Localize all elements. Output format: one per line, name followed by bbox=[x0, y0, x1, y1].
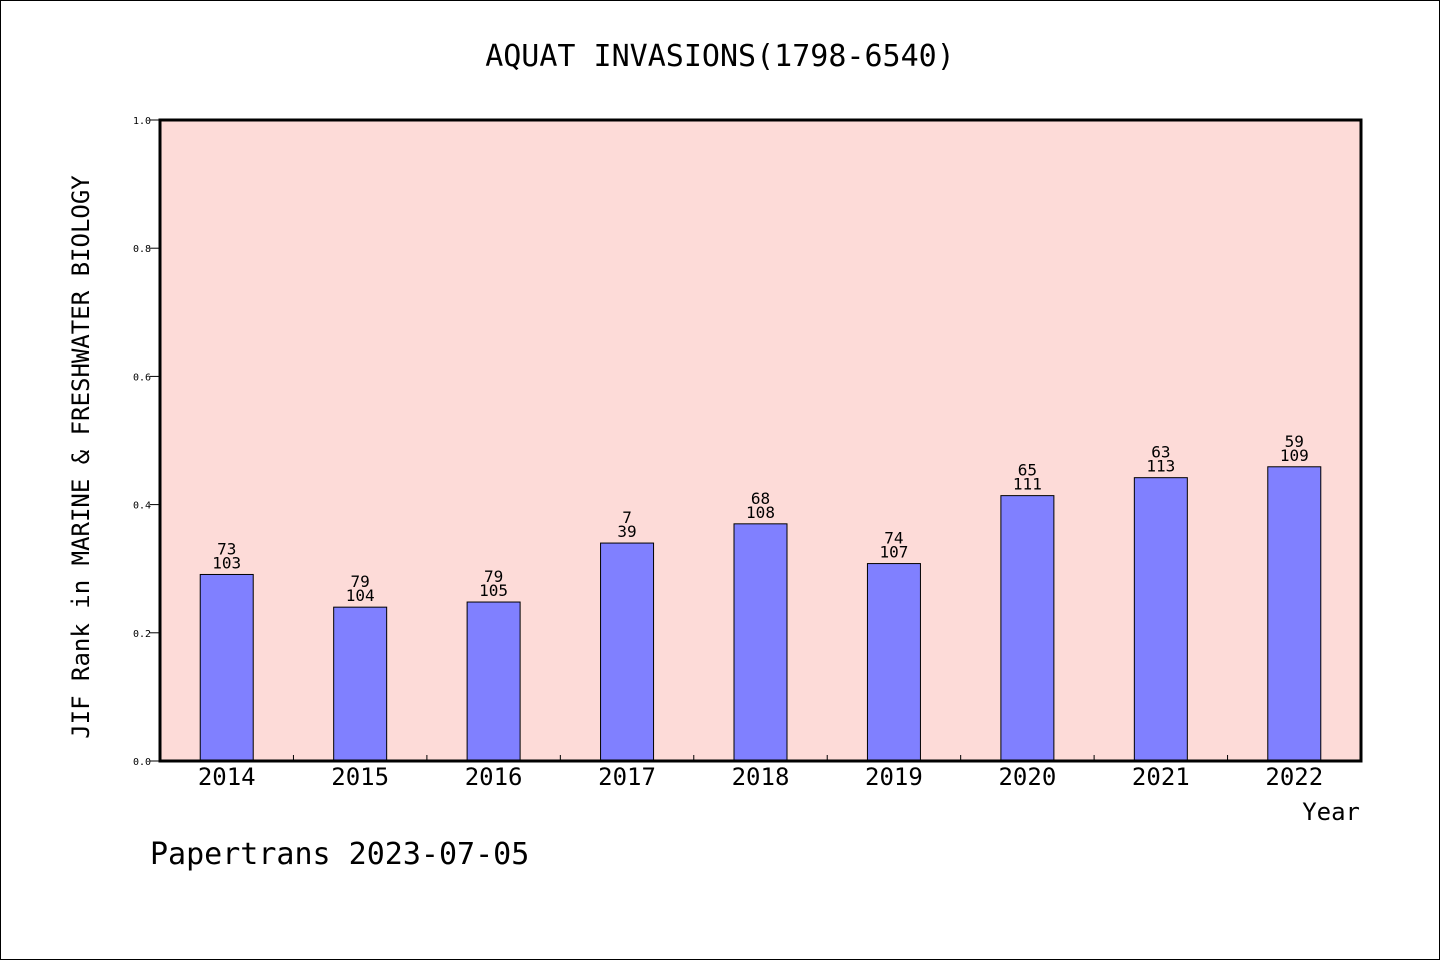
bar-2016 bbox=[466, 601, 521, 762]
x-tick-label: 2021 bbox=[1132, 763, 1190, 791]
x-axis-label: Year bbox=[1302, 798, 1360, 826]
x-tick-label: 2020 bbox=[998, 763, 1056, 791]
bar-rank-label: 79 bbox=[351, 572, 370, 591]
x-axis-ticks: 2014 2015 2016 2017 2018 2019 2020 2021 2022 bbox=[198, 755, 1323, 791]
bar-rank-label: 65 bbox=[1018, 461, 1037, 480]
bar-total-label: 105 bbox=[479, 581, 508, 600]
x-tick-label: 2017 bbox=[598, 763, 656, 791]
bar-2014 bbox=[199, 573, 254, 762]
y-axis-ticks: 0.0 0.2 0.4 0.6 0.8 1.0 bbox=[133, 116, 160, 768]
plot-border bbox=[158, 118, 1363, 763]
bars bbox=[199, 466, 1322, 762]
bar-2020 bbox=[1000, 495, 1055, 762]
y-tick-label: 0.8 bbox=[133, 244, 151, 255]
y-axis-label: JIF Rank in MARINE & FRESHWATER BIOLOGY bbox=[67, 175, 95, 739]
bar-total-label: 113 bbox=[1146, 457, 1175, 476]
y-tick-label: 1.0 bbox=[133, 116, 151, 127]
bar-labels: 7310379104791057396810874107651116311359… bbox=[212, 432, 1308, 605]
bar-2015 bbox=[333, 606, 388, 762]
bar-rank-label: 7 bbox=[622, 508, 632, 527]
bar-total-label: 108 bbox=[746, 503, 775, 522]
bar-rank-label: 63 bbox=[1151, 443, 1170, 462]
bar-total-label: 109 bbox=[1280, 446, 1309, 465]
x-tick-label: 2014 bbox=[198, 763, 256, 791]
x-tick-label: 2015 bbox=[331, 763, 389, 791]
y-tick-label: 0.0 bbox=[133, 757, 151, 768]
bar-2019 bbox=[866, 563, 921, 762]
y-tick-label: 0.6 bbox=[133, 372, 151, 383]
bar-rank-label: 73 bbox=[217, 539, 236, 558]
bar-2018 bbox=[733, 523, 788, 762]
bar-rank-label: 68 bbox=[751, 489, 770, 508]
bar-total-label: 104 bbox=[346, 586, 375, 605]
x-tick-label: 2022 bbox=[1265, 763, 1323, 791]
chart-title: AQUAT INVASIONS(1798-6540) bbox=[485, 39, 955, 74]
bar-total-label: 111 bbox=[1013, 475, 1042, 494]
bar-total-label: 107 bbox=[879, 543, 908, 562]
bar-total-label: 103 bbox=[212, 553, 241, 572]
bar-2017 bbox=[600, 542, 655, 762]
bar-2022 bbox=[1267, 466, 1322, 762]
bar-rank-label: 74 bbox=[884, 529, 903, 548]
bar-rank-label: 59 bbox=[1285, 432, 1304, 451]
footer-credit: Papertrans 2023-07-05 bbox=[150, 837, 529, 872]
y-tick-label: 0.4 bbox=[133, 501, 151, 512]
bar-rank-label: 79 bbox=[484, 567, 503, 586]
bar-total-label: 39 bbox=[617, 522, 636, 541]
x-tick-label: 2016 bbox=[465, 763, 523, 791]
bar-2021 bbox=[1133, 477, 1188, 762]
x-tick-label: 2019 bbox=[865, 763, 923, 791]
x-tick-label: 2018 bbox=[732, 763, 790, 791]
y-tick-label: 0.2 bbox=[133, 629, 151, 640]
